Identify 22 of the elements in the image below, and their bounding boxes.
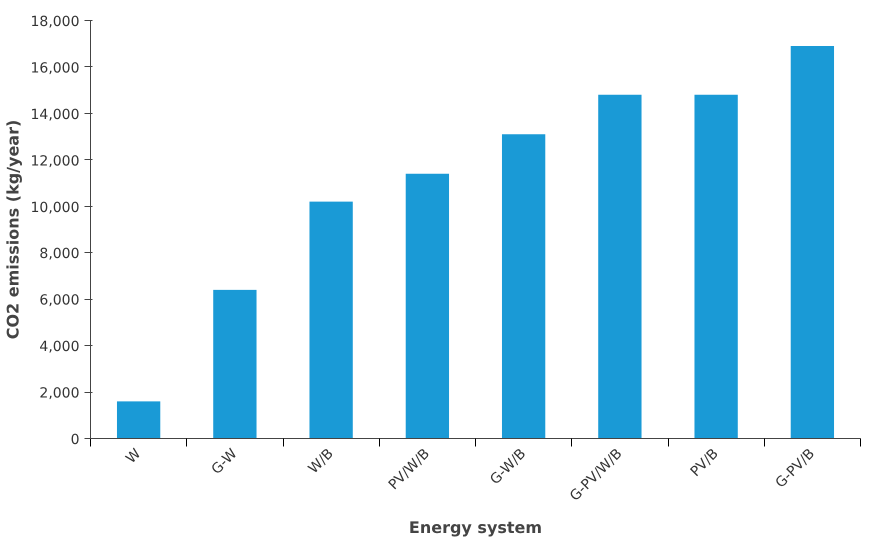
x-tick-label: W xyxy=(123,446,144,467)
y-tick-label: 6,000 xyxy=(39,292,80,309)
y-tick-label: 16,000 xyxy=(30,60,80,76)
y-axis-title: CO2 emissions (kg/year) xyxy=(4,120,23,340)
y-tick-label: 12,000 xyxy=(30,153,80,170)
y-tick-label: 2,000 xyxy=(39,386,80,402)
bar xyxy=(790,46,834,438)
y-tick-label: 0 xyxy=(70,432,80,448)
y-tick-label: 4,000 xyxy=(39,339,80,356)
y-tick-label: 8,000 xyxy=(39,246,80,262)
y-tick-label: 10,000 xyxy=(30,200,80,216)
bar xyxy=(502,134,546,438)
bar xyxy=(694,94,738,438)
bar xyxy=(598,94,642,438)
bar xyxy=(213,290,257,438)
bar xyxy=(116,401,160,438)
y-tick-label: 18,000 xyxy=(30,14,80,30)
x-tick-label: W/B xyxy=(306,446,337,478)
x-axis-title: Energy system xyxy=(408,518,542,538)
y-tick-label: 14,000 xyxy=(30,106,80,123)
bar xyxy=(309,202,353,438)
bar xyxy=(406,174,450,438)
